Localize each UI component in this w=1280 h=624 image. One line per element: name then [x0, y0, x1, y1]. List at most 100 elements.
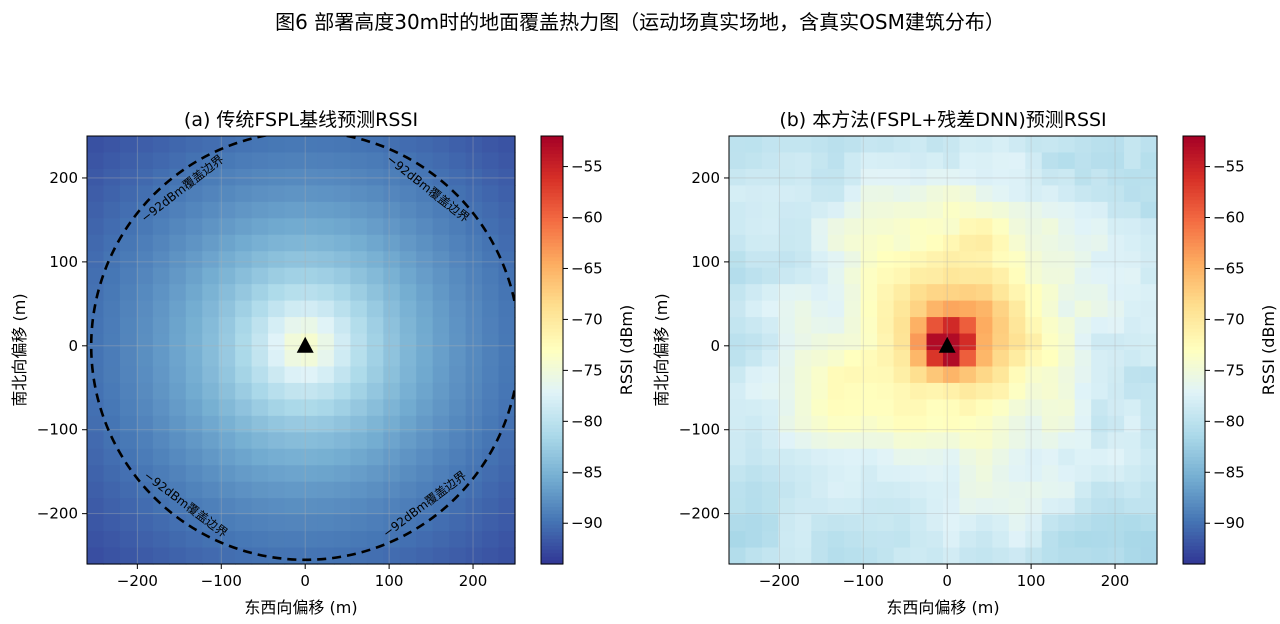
heatmap-cell — [893, 136, 911, 154]
heatmap-cell — [1091, 201, 1109, 219]
heatmap-cell — [860, 382, 878, 400]
heatmap-cell — [794, 448, 812, 466]
heatmap-cell — [1025, 366, 1043, 384]
heatmap-cell — [152, 267, 170, 285]
heatmap-cell — [366, 547, 384, 565]
heatmap-cell — [202, 399, 220, 417]
heatmap-cell — [333, 333, 351, 351]
heatmap-cell — [1008, 415, 1026, 433]
heatmap-cell — [449, 234, 467, 252]
heatmap-cell — [301, 218, 319, 236]
heatmap-cell — [778, 465, 796, 483]
colorbar-segment — [1183, 371, 1205, 376]
colorbar-segment — [541, 342, 563, 348]
heatmap-cell — [416, 168, 434, 186]
colorbar-segment — [541, 264, 563, 269]
heatmap-cell — [103, 234, 121, 252]
heatmap-cell — [152, 136, 170, 154]
heatmap-cell — [975, 136, 993, 154]
heatmap-cell — [910, 350, 928, 368]
heatmap-cell — [860, 399, 878, 417]
colorbar-segment — [1183, 275, 1205, 280]
heatmap-cell — [1074, 168, 1092, 186]
heatmap-cell — [136, 531, 154, 549]
heatmap-cell — [268, 481, 286, 499]
heatmap-cell — [399, 251, 417, 269]
colorbar-segment — [541, 489, 563, 494]
heatmap-cell — [860, 185, 878, 203]
colorbar-segment — [541, 153, 563, 158]
colorbar-segment — [1183, 546, 1205, 551]
heatmap-cell — [1041, 448, 1059, 466]
heatmap-cell — [449, 284, 467, 302]
colorbar-segment — [1183, 492, 1205, 497]
heatmap-cell — [959, 168, 977, 186]
heatmap-cell — [975, 168, 993, 186]
heatmap-cell — [1041, 481, 1059, 499]
heatmap-cell — [317, 152, 335, 170]
colorbar-segment — [541, 414, 563, 419]
heatmap-cell — [333, 531, 351, 549]
colorbar-segment — [1183, 474, 1205, 479]
heatmap-cell — [1008, 531, 1026, 549]
heatmap-cell — [301, 481, 319, 499]
heatmap-cell — [152, 382, 170, 400]
heatmap-cell — [1107, 333, 1125, 351]
colorbar-segment — [541, 528, 563, 533]
heatmap-cell — [975, 498, 993, 516]
heatmap-cell — [761, 136, 779, 154]
heatmap-cell — [235, 168, 253, 186]
colorbar-segment — [1183, 364, 1205, 369]
heatmap-cell — [317, 531, 335, 549]
heatmap-cell — [877, 333, 895, 351]
colorbar-segment — [541, 382, 563, 387]
heatmap-cell — [860, 218, 878, 236]
heatmap-cell — [202, 465, 220, 483]
heatmap-cell — [366, 498, 384, 516]
heatmap-cell — [482, 284, 500, 302]
heatmap-cell — [1041, 284, 1059, 302]
colorbar-segment — [541, 325, 563, 330]
heatmap-cell — [926, 399, 944, 417]
heatmap-cell — [333, 218, 351, 236]
colorbar-tick-label: −60 — [571, 209, 603, 227]
heatmap-cell — [87, 267, 105, 285]
colorbar-segment — [1183, 339, 1205, 344]
colorbar-segment — [541, 136, 563, 141]
heatmap-cell — [778, 415, 796, 433]
heatmap-cell — [1041, 531, 1059, 549]
heatmap-cell — [383, 267, 401, 285]
panel-title: (b) 本方法(FSPL+残差DNN)预测RSSI — [779, 109, 1106, 131]
heatmap-cell — [449, 382, 467, 400]
heatmap-cell — [432, 284, 450, 302]
heatmap-cell — [465, 300, 483, 318]
heatmap-cell — [465, 399, 483, 417]
heatmap-cell — [103, 218, 121, 236]
heatmap-cell — [333, 481, 351, 499]
heatmap-cell — [432, 531, 450, 549]
colorbar-segment — [541, 314, 563, 319]
heatmap-cells — [729, 136, 1158, 565]
heatmap-cell — [1008, 168, 1026, 186]
heatmap-cell — [432, 432, 450, 450]
heatmap-cell — [432, 168, 450, 186]
colorbar-segment — [541, 353, 563, 358]
heatmap-cell — [218, 481, 236, 499]
heatmap-cell — [1124, 415, 1142, 433]
heatmap-cell — [119, 498, 137, 516]
heatmap-cell — [333, 432, 351, 450]
heatmap-cell — [1074, 185, 1092, 203]
heatmap-cell — [268, 234, 286, 252]
colorbar-segment — [1183, 539, 1205, 544]
heatmap-cell — [761, 448, 779, 466]
colorbar-segment — [1183, 446, 1205, 451]
heatmap-cell — [87, 498, 105, 516]
colorbar-segment — [541, 535, 563, 540]
heatmap-cell — [893, 333, 911, 351]
heatmap-cell — [1124, 284, 1142, 302]
heatmap-cell — [465, 136, 483, 154]
heatmap-cell — [383, 251, 401, 269]
heatmap-cell — [1140, 481, 1158, 499]
heatmap-cell — [1107, 399, 1125, 417]
heatmap-cell — [827, 547, 845, 565]
